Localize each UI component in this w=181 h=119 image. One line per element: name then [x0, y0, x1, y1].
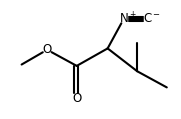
Text: −: −: [152, 10, 159, 19]
Text: O: O: [72, 92, 81, 105]
Text: C: C: [144, 12, 152, 25]
Text: +: +: [129, 10, 136, 19]
Text: N: N: [119, 12, 128, 25]
Text: O: O: [43, 43, 52, 56]
